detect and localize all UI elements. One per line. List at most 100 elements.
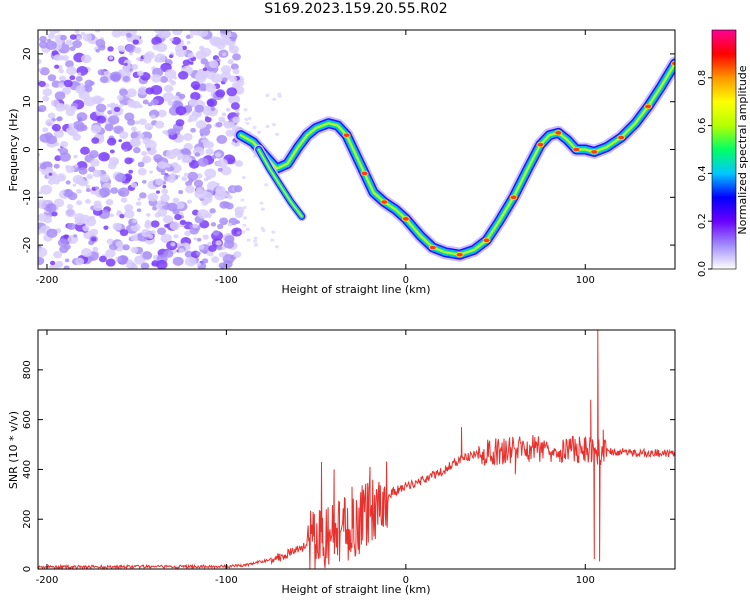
x-tick-label: 0 <box>403 275 409 286</box>
noise-speckle <box>42 88 53 97</box>
noise-speckle <box>68 128 79 137</box>
noise-speckle <box>200 47 212 57</box>
noise-speckle <box>194 104 204 113</box>
noise-speckle <box>186 199 192 204</box>
noise-speckle <box>224 235 235 244</box>
noise-speckle <box>133 146 141 154</box>
noise-speckle <box>187 52 195 59</box>
noise-speckle <box>150 98 159 106</box>
noise-speckle <box>222 201 231 208</box>
noise-speckle <box>218 252 226 258</box>
noise-speckle <box>115 240 124 248</box>
noise-speckle <box>219 30 230 35</box>
noise-speckle <box>228 75 238 83</box>
noise-speckle <box>142 137 151 145</box>
noise-speckle <box>217 167 223 172</box>
noise-speckle <box>59 152 71 162</box>
noise-speckle <box>243 216 248 220</box>
noise-speckle <box>82 225 90 232</box>
noise-speckle <box>172 256 184 266</box>
noise-speckle <box>171 161 179 168</box>
noise-speckle <box>227 59 234 65</box>
noise-speckle <box>130 138 142 148</box>
noise-speckle <box>141 151 148 157</box>
x-tick-label: 100 <box>576 275 595 286</box>
noise-speckle <box>69 46 76 52</box>
noise-speckle <box>130 234 138 241</box>
noise-speckle <box>128 169 134 174</box>
noise-speckle <box>183 172 189 177</box>
noise-speckle <box>215 89 226 98</box>
noise-speckle <box>164 84 174 93</box>
noise-speckle <box>225 107 231 112</box>
noise-speckle <box>109 213 114 218</box>
noise-speckle <box>214 190 226 201</box>
noise-speckle <box>203 177 209 182</box>
noise-speckle <box>42 95 50 102</box>
noise-speckle <box>210 73 223 84</box>
noise-speckle <box>75 257 85 266</box>
colorbar-tick-label: 0.0 <box>697 261 708 277</box>
noise-speckle <box>162 92 175 102</box>
y-tick-label: 600 <box>22 410 33 429</box>
noise-speckle <box>217 223 224 230</box>
noise-speckle <box>119 213 125 219</box>
ridge-peak <box>671 60 675 67</box>
noise-speckle <box>128 52 133 56</box>
noise-speckle <box>142 251 153 260</box>
ridge-peak <box>509 194 518 200</box>
noise-speckle <box>69 34 77 40</box>
noise-speckle <box>162 215 174 224</box>
noise-speckle <box>89 150 99 159</box>
noise-speckle <box>105 249 116 258</box>
noise-speckle <box>172 197 180 204</box>
noise-speckle <box>92 246 99 252</box>
noise-speckle <box>164 69 177 79</box>
ridge-peak <box>536 142 545 148</box>
noise-speckle <box>252 125 257 130</box>
noise-speckle <box>204 116 212 123</box>
noise-speckle <box>136 57 141 61</box>
noise-speckle <box>134 120 140 125</box>
noise-speckle <box>190 91 201 101</box>
y-tick-label: 10 <box>22 95 33 108</box>
y-tick-label: 400 <box>22 460 33 479</box>
noise-speckle <box>97 69 106 76</box>
noise-speckle <box>107 162 117 170</box>
noise-speckle <box>69 75 76 81</box>
noise-speckle <box>168 54 174 59</box>
noise-speckle <box>137 161 145 168</box>
noise-speckle <box>68 123 75 129</box>
noise-speckle <box>241 230 246 234</box>
noise-speckle <box>243 108 248 112</box>
noise-speckle <box>207 241 212 246</box>
noise-speckle <box>260 207 265 211</box>
noise-speckle <box>124 112 135 121</box>
noise-speckle <box>155 178 164 186</box>
noise-speckle <box>167 100 174 106</box>
noise-speckle <box>264 183 269 187</box>
noise-speckle <box>80 54 92 64</box>
noise-speckle <box>98 255 107 263</box>
noise-speckle <box>65 60 74 68</box>
noise-speckle <box>202 234 209 240</box>
noise-speckle <box>85 188 91 193</box>
noise-speckle <box>38 191 43 195</box>
noise-speckle <box>228 94 241 105</box>
noise-speckle <box>189 30 202 36</box>
noise-speckle <box>152 206 158 211</box>
noise-speckle <box>253 236 258 240</box>
noise-speckle <box>271 123 276 127</box>
noise-speckle <box>142 99 149 105</box>
noise-speckle <box>118 190 125 196</box>
noise-speckle <box>73 234 78 238</box>
noise-speckle <box>117 45 125 52</box>
spectrogram-x-label: Height of straight line (km) <box>281 283 430 296</box>
noise-speckle <box>57 238 68 247</box>
colorbar-tick-label: 0.2 <box>697 213 708 229</box>
noise-speckle <box>103 70 111 77</box>
noise-speckle <box>160 170 166 176</box>
noise-speckle <box>132 39 140 45</box>
noise-speckle <box>155 190 161 194</box>
noise-speckle <box>90 124 102 134</box>
